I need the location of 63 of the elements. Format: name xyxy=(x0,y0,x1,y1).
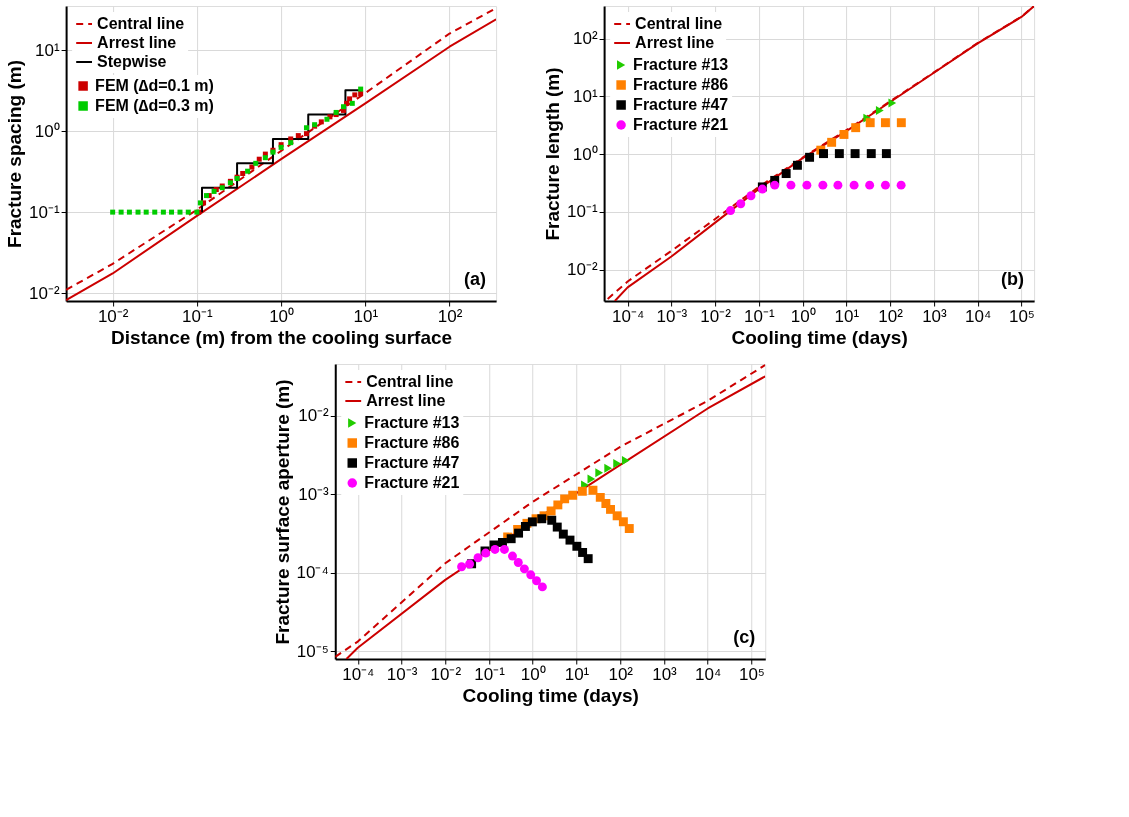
x-tick-label: 10² xyxy=(608,664,634,684)
y-tick-label: 10⁻¹ xyxy=(567,202,598,222)
x-tick-label: 10⁻² xyxy=(97,306,129,326)
legend-label: Fracture #86 xyxy=(633,76,729,93)
x-tick-label: 10¹ xyxy=(353,306,379,326)
y-tick-label: 10⁻² xyxy=(298,406,330,426)
x-tick-label: 10⁻³ xyxy=(386,664,418,684)
y-tick-label: 10⁻² xyxy=(29,283,60,303)
legend-label: Stepwise xyxy=(97,53,167,70)
x-tick-label: 10⁻⁴ xyxy=(342,664,375,684)
legend-label: Arrest line xyxy=(635,34,715,51)
x-tick-label: 10⁰ xyxy=(520,664,546,684)
x-tick-label: 10³ xyxy=(652,664,678,684)
x-tick-label: 10⁻² xyxy=(430,664,462,684)
x-tick-label: 10⁴ xyxy=(695,664,722,684)
legend-label: Central line xyxy=(97,15,185,32)
x-tick-label: 10⁻¹ xyxy=(744,306,776,326)
legend-label: Fracture #47 xyxy=(633,96,729,113)
legend-label: Central line xyxy=(366,373,454,390)
legend-label: Fracture #21 xyxy=(633,116,729,133)
x-tick-label: 10⁻¹ xyxy=(474,664,506,684)
x-tick-label: 10¹ xyxy=(834,306,860,326)
y-tick-label: 10⁻¹ xyxy=(29,202,60,222)
x-axis-title: Cooling time (days) xyxy=(731,326,908,348)
x-tick-label: 10⁻⁴ xyxy=(612,306,645,326)
y-tick-label: 10⁻² xyxy=(567,260,598,280)
legend-label: Fracture #47 xyxy=(364,454,460,471)
x-tick-label: 10⁴ xyxy=(965,306,992,326)
annotation: (a) xyxy=(464,269,487,289)
y-tick-label: 10⁰ xyxy=(34,121,60,141)
x-tick-label: 10⁰ xyxy=(790,306,816,326)
x-tick-label: 10² xyxy=(878,306,904,326)
y-axis-title: Fracture length (m) xyxy=(542,67,564,241)
x-tick-label: 10² xyxy=(437,306,463,326)
x-tick-label: 10⁵ xyxy=(1008,306,1035,326)
y-tick-label: 10⁻⁴ xyxy=(296,563,329,583)
legend-label: Arrest line xyxy=(97,34,177,51)
x-axis-title: Distance (m) from the cooling surface xyxy=(111,326,453,348)
x-tick-label: 10⁵ xyxy=(738,664,765,684)
y-axis-title: Fracture surface aperture (m) xyxy=(271,379,293,645)
annotation: (b) xyxy=(1001,269,1025,289)
legend-label: Fracture #21 xyxy=(364,474,460,491)
y-axis-title: Fracture spacing (m) xyxy=(4,60,26,248)
x-tick-label: 10⁻¹ xyxy=(182,306,214,326)
y-tick-label: 10² xyxy=(573,29,598,49)
legend-label: Fracture #13 xyxy=(364,414,460,431)
y-tick-label: 10¹ xyxy=(35,40,60,60)
x-tick-label: 10⁰ xyxy=(269,306,295,326)
annotation: (c) xyxy=(733,627,756,647)
legend-label: FEM (∆d=0.3 m) xyxy=(95,97,214,114)
x-tick-label: 10⁻² xyxy=(700,306,732,326)
y-tick-label: 10⁰ xyxy=(572,144,598,164)
y-tick-label: 10⁻³ xyxy=(298,484,330,504)
y-tick-label: 10¹ xyxy=(573,86,598,106)
legend-label: Arrest line xyxy=(366,392,446,409)
x-tick-label: 10³ xyxy=(922,306,948,326)
legend-label: Fracture #86 xyxy=(364,434,460,451)
legend-label: Central line xyxy=(635,15,723,32)
y-tick-label: 10⁻⁵ xyxy=(296,641,329,661)
legend-label: FEM (∆d=0.1 m) xyxy=(95,77,214,94)
x-tick-label: 10⁻³ xyxy=(656,306,688,326)
x-axis-title: Cooling time (days) xyxy=(462,684,639,706)
legend-label: Fracture #13 xyxy=(633,56,729,73)
